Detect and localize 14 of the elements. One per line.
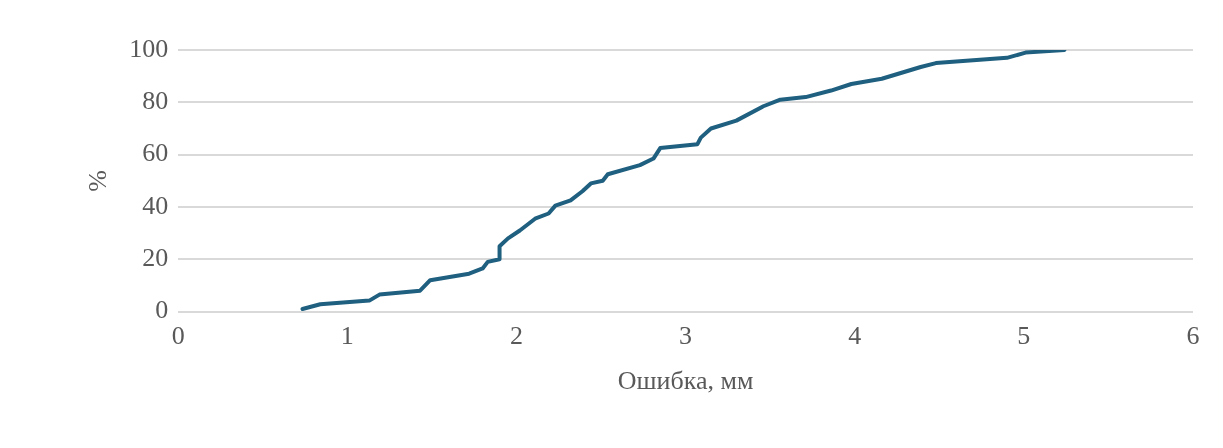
x-tick-label: 4 bbox=[848, 321, 862, 351]
x-tick-label: 1 bbox=[340, 321, 354, 351]
y-tick-label: 100 bbox=[129, 33, 169, 63]
y-tick-label: 20 bbox=[142, 243, 169, 273]
y-tick-label: 0 bbox=[155, 295, 169, 325]
y-axis-title: % bbox=[83, 169, 113, 192]
y-tick-label: 80 bbox=[142, 86, 169, 116]
y-tick-label: 60 bbox=[142, 138, 169, 168]
x-tick-label: 2 bbox=[509, 321, 523, 351]
x-tick-label: 5 bbox=[1017, 321, 1031, 351]
y-tick-label: 40 bbox=[142, 190, 169, 220]
x-axis-title: Ошибка, мм bbox=[617, 366, 754, 396]
x-tick-label: 6 bbox=[1186, 321, 1200, 351]
x-tick-label: 3 bbox=[679, 321, 693, 351]
